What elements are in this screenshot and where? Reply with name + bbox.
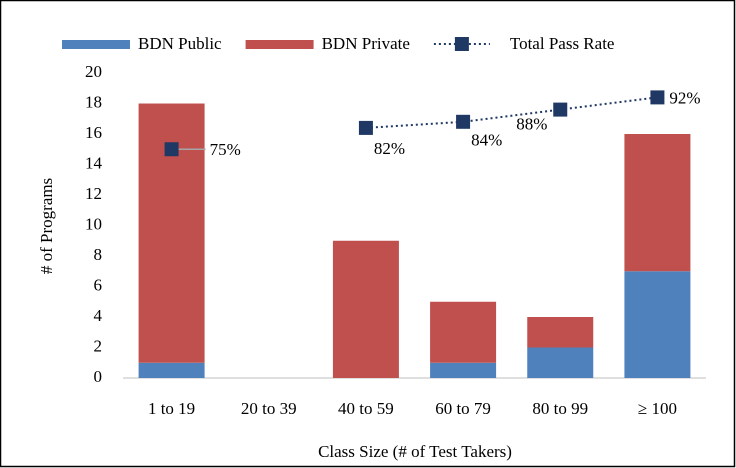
y-tick-label: 14 [85,153,103,172]
y-tick-label: 12 [85,184,102,203]
bar-segment [527,347,594,378]
x-tick-label: 1 to 19 [148,399,195,418]
data-label: 82% [374,139,405,158]
pass-rate-marker [553,102,568,117]
data-label: 84% [471,131,502,150]
y-tick-label: 4 [94,306,103,325]
bar-segment [527,317,594,348]
y-tick-label: 6 [94,275,103,294]
pass-rate-marker [164,142,179,157]
x-axis-title: Class Size (# of Test Takers) [318,442,512,461]
bar-segment [332,240,399,378]
y-axis-title: # of Programs [37,178,56,274]
bar-segment [430,362,497,378]
y-tick-label: 20 [85,62,102,81]
pass-rate-marker [650,90,665,105]
data-label: 88% [516,115,547,134]
y-tick-label: 16 [85,123,102,142]
legend-label: BDN Private [322,34,410,53]
pass-rate-marker [358,120,373,135]
y-tick-label: 8 [94,245,103,264]
bar-segment [430,301,497,363]
legend-swatch [62,40,130,49]
legend-swatch [245,40,314,49]
x-tick-label: ≥ 100 [638,399,677,418]
data-label: 92% [669,88,700,107]
legend-label: BDN Public [138,34,222,53]
y-tick-label: 0 [94,367,103,386]
pass-rate-line [365,96,658,129]
y-tick-label: 2 [94,336,103,355]
bar-segment [138,362,205,378]
y-tick-label: 10 [85,214,102,233]
data-label: 75% [210,140,241,159]
bar-segment [624,271,691,378]
x-tick-label: 20 to 39 [241,399,297,418]
y-tick-label: 18 [85,92,102,111]
legend-marker [454,37,469,51]
legend-label: Total Pass Rate [510,34,615,53]
bar-segment [624,134,691,272]
pass-rate-marker [456,114,471,129]
x-tick-label: 80 to 99 [532,399,588,418]
x-tick-label: 40 to 59 [338,399,394,418]
x-tick-label: 60 to 79 [435,399,491,418]
